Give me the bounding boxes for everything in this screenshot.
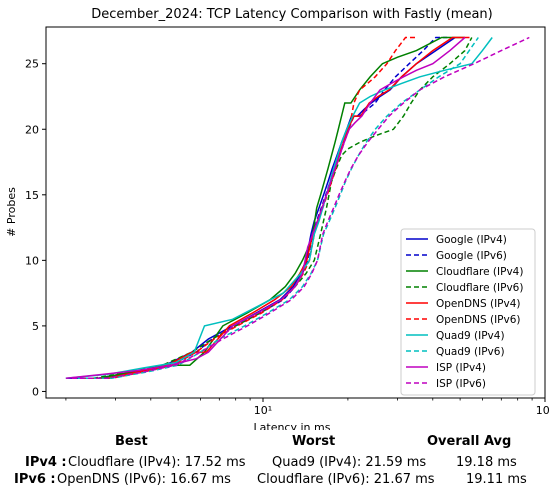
legend-label: ISP (IPv4) xyxy=(436,362,486,374)
summary-row-ipv4-label: IPv4 : xyxy=(25,455,67,470)
legend-label: OpenDNS (IPv6) xyxy=(436,314,521,326)
series-line-google-ipv4 xyxy=(65,36,456,380)
summary-header-best: Best xyxy=(115,434,148,449)
legend-label: Google (IPv4) xyxy=(436,234,507,246)
summary-row-ipv6-avg: 19.11 ms xyxy=(466,472,527,487)
y-axis-label: # Probes xyxy=(5,187,18,237)
x-tick-label: 10¹ xyxy=(254,404,272,417)
series-line-quad9-ipv6 xyxy=(77,37,479,380)
chart-title: December_2024: TCP Latency Comparison wi… xyxy=(91,7,493,22)
series-line-cloudflare-ipv4 xyxy=(97,36,465,380)
latency-chart: December_2024: TCP Latency Comparison wi… xyxy=(5,7,550,430)
summary-row-ipv4-best: Cloudflare (IPv4): 17.52 ms xyxy=(68,455,246,470)
legend-label: Google (IPv6) xyxy=(436,250,507,262)
legend-label: OpenDNS (IPv4) xyxy=(436,298,521,310)
series-line-isp-ipv6 xyxy=(71,36,530,380)
x-tick-label: 10² xyxy=(536,404,550,417)
legend-label: ISP (IPv6) xyxy=(436,378,486,390)
y-tick-label: 0 xyxy=(32,385,39,398)
summary-row-ipv4-worst: Quad9 (IPv4): 21.59 ms xyxy=(272,455,427,470)
legend-label: Quad9 (IPv6) xyxy=(436,346,505,358)
summary-row-ipv4-avg: 19.18 ms xyxy=(456,455,517,470)
legend-label: Cloudflare (IPv6) xyxy=(436,282,523,294)
legend-box xyxy=(400,228,536,396)
y-tick-label: 20 xyxy=(25,123,39,136)
y-tick-label: 25 xyxy=(25,58,39,71)
summary-row-ipv6-best: OpenDNS (IPv6): 16.67 ms xyxy=(57,472,231,487)
y-tick-label: 5 xyxy=(32,320,39,333)
summary-row-ipv6-worst: Cloudflare (IPv6): 21.67 ms xyxy=(257,472,435,487)
summary-header-avg: Overall Avg xyxy=(427,434,512,449)
y-tick-label: 15 xyxy=(25,189,39,202)
x-axis-label: Latency in ms xyxy=(254,421,331,430)
summary-header-worst: Worst xyxy=(292,434,336,449)
legend-label: Cloudflare (IPv4) xyxy=(436,266,523,278)
legend: Google (IPv4) Google (IPv6) Cloudflare (IP… xyxy=(400,228,536,396)
legend-label: Quad9 (IPv4) xyxy=(436,330,505,342)
series-line-isp-ipv4 xyxy=(65,36,466,380)
y-tick-label: 10 xyxy=(25,254,39,267)
summary-row-ipv6-label: IPv6 : xyxy=(14,472,56,487)
